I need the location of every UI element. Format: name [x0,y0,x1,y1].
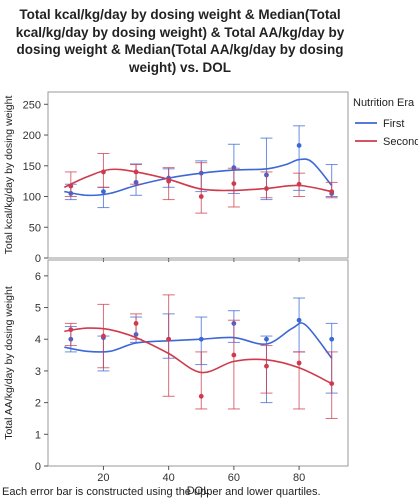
y-tick-label: 150 [23,161,41,173]
y-tick-label: 250 [23,99,41,111]
data-point [264,336,269,342]
data-point [68,183,74,189]
panel-frame [47,91,349,259]
x-tick-label: 60 [228,472,240,484]
title-line: Total kcal/kg/day by dosing weight & Med… [19,7,341,22]
data-point [166,336,172,342]
data-point [231,352,237,358]
y-tick-label: 2 [35,398,41,410]
series-second [63,152,338,214]
y-tick-label: 200 [23,130,41,142]
data-point [296,181,302,187]
data-point [231,181,237,187]
data-point [264,186,269,191]
title-line: weight) vs. DOL [128,59,231,75]
x-axis-label: DOL [187,485,210,497]
legend-entry: Second [383,136,418,148]
y-tick-label: 6 [35,271,41,283]
data-point [68,327,74,333]
chart-title: Total kcal/kg/day by dosing weight & Med… [0,6,360,76]
data-point [198,336,204,342]
smoother-line [64,158,333,197]
data-point [198,393,204,399]
data-point [133,169,139,175]
data-point [296,143,302,148]
data-point [101,333,106,339]
data-point [296,360,302,366]
panel-frame [47,259,349,467]
y-tick-label: 3 [35,366,41,378]
y-axis-label: Total AA/kg/day by dosing weight [3,286,15,440]
y-tick-label: 1 [35,429,41,441]
data-point [231,165,237,171]
y-tick-label: 0 [35,461,41,473]
data-point [329,189,335,195]
x-tick-label: 40 [163,472,175,484]
legend-entry: First [383,118,404,130]
y-tick-label: 50 [29,222,41,234]
data-point [296,317,302,323]
data-point [329,381,335,386]
data-point [101,169,106,175]
data-point [166,178,172,184]
y-tick-label: 0 [35,253,41,265]
data-point [329,336,335,342]
title-line: dosing weight & Median(Total AA/kg/day b… [16,42,344,57]
y-tick-label: 100 [23,192,41,204]
y-tick-label: 5 [35,303,41,315]
data-point [101,189,106,195]
title-line: kcal/kg/day by dosing weight) & Total AA… [15,24,345,40]
data-point [133,320,139,326]
x-tick-label: 20 [97,472,109,484]
y-axis-label: Total kcal/kg/day by dosing weight [3,96,15,255]
x-tick-label: 80 [293,472,305,484]
series-second [64,294,338,419]
legend-title: Nutrition Era [353,97,415,109]
smoother-line [63,168,332,193]
chart-caption: Each error bar is constructed using the … [2,486,321,498]
data-point [198,194,204,199]
data-point [264,363,269,369]
y-tick-label: 4 [35,334,41,346]
smoother-line [64,327,333,385]
